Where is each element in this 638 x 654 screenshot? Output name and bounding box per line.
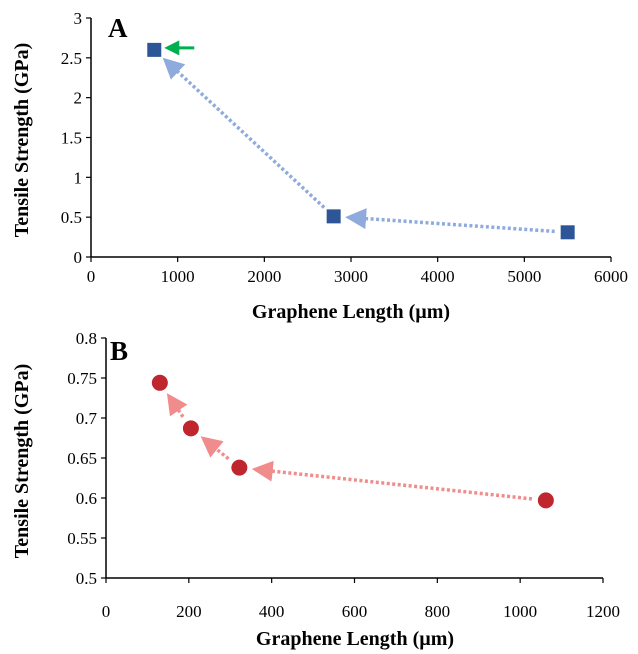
y-tick-label: 0 bbox=[74, 248, 83, 267]
trend-arrow bbox=[251, 460, 533, 501]
trend-arrows bbox=[166, 393, 533, 501]
y-tick-label: 0.75 bbox=[67, 369, 97, 388]
data-point bbox=[147, 42, 162, 57]
x-tick-label: 400 bbox=[259, 602, 285, 621]
data-point bbox=[326, 209, 341, 224]
data-point bbox=[231, 459, 248, 476]
y-tick-label: 0.5 bbox=[61, 208, 82, 227]
y-tick-label: 0.7 bbox=[76, 409, 98, 428]
x-tick-label: 4000 bbox=[421, 267, 455, 286]
data-point bbox=[182, 420, 199, 437]
data-points bbox=[151, 374, 554, 509]
x-axis-title: Graphene Length (µm) bbox=[252, 301, 450, 323]
y-tick-label: 0.55 bbox=[67, 529, 97, 548]
data-points bbox=[147, 40, 575, 240]
x-tick-labels: 0 200 400 600 800 1000 1200 bbox=[102, 578, 620, 621]
y-tick-label: 3 bbox=[74, 9, 83, 28]
x-tick-label: 200 bbox=[176, 602, 202, 621]
x-tick-label: 1200 bbox=[586, 602, 620, 621]
y-tick-label: 0.6 bbox=[76, 489, 97, 508]
data-point bbox=[560, 225, 575, 240]
data-point bbox=[537, 492, 554, 509]
y-axis-title: Tensile Strength (GPa) bbox=[11, 364, 33, 558]
y-tick-labels: 0.5 0.55 0.6 0.65 0.7 0.75 0.8 bbox=[67, 329, 106, 588]
x-tick-label: 2000 bbox=[247, 267, 281, 286]
x-tick-label: 1000 bbox=[161, 267, 195, 286]
chart-panel-b: 0 200 400 600 800 1000 1200 0.50.550.60.650.70… bbox=[11, 329, 620, 650]
trend-arrow bbox=[162, 57, 326, 209]
x-tick-labels: 0 1000 2000 3000 4000 5000 6000 bbox=[87, 257, 628, 286]
x-tick-label: 6000 bbox=[594, 267, 628, 286]
y-tick-label: 0.65 bbox=[67, 449, 97, 468]
x-tick-label: 5000 bbox=[507, 267, 541, 286]
trend-arrows bbox=[162, 57, 555, 234]
trend-arrow bbox=[166, 393, 188, 418]
panel-label: A bbox=[108, 13, 128, 43]
x-tick-label: 0 bbox=[102, 602, 111, 621]
trend-arrow bbox=[200, 436, 230, 461]
x-axis-title: Graphene Length (µm) bbox=[256, 628, 454, 650]
panel-label: B bbox=[110, 336, 128, 366]
chart-panel-a: 0 1000 2000 3000 4000 5000 6000 00.511.522.53 … bbox=[11, 9, 628, 323]
y-axis-title: Tensile Strength (GPa) bbox=[11, 43, 33, 237]
y-tick-labels: 0 0.5 1 1.5 2 2.5 3 bbox=[61, 9, 91, 267]
y-tick-label: 2 bbox=[74, 89, 83, 108]
y-tick-label: 0.8 bbox=[76, 329, 97, 348]
x-tick-label: 1000 bbox=[503, 602, 537, 621]
x-tick-label: 3000 bbox=[334, 267, 368, 286]
y-tick-label: 0.5 bbox=[76, 569, 97, 588]
x-tick-label: 800 bbox=[425, 602, 451, 621]
trend-arrow bbox=[345, 208, 555, 234]
y-tick-label: 1 bbox=[74, 168, 83, 187]
x-tick-label: 0 bbox=[87, 267, 96, 286]
y-tick-label: 1.5 bbox=[61, 129, 82, 148]
data-point bbox=[151, 374, 168, 391]
x-tick-label: 600 bbox=[342, 602, 368, 621]
y-tick-label: 2.5 bbox=[61, 49, 82, 68]
